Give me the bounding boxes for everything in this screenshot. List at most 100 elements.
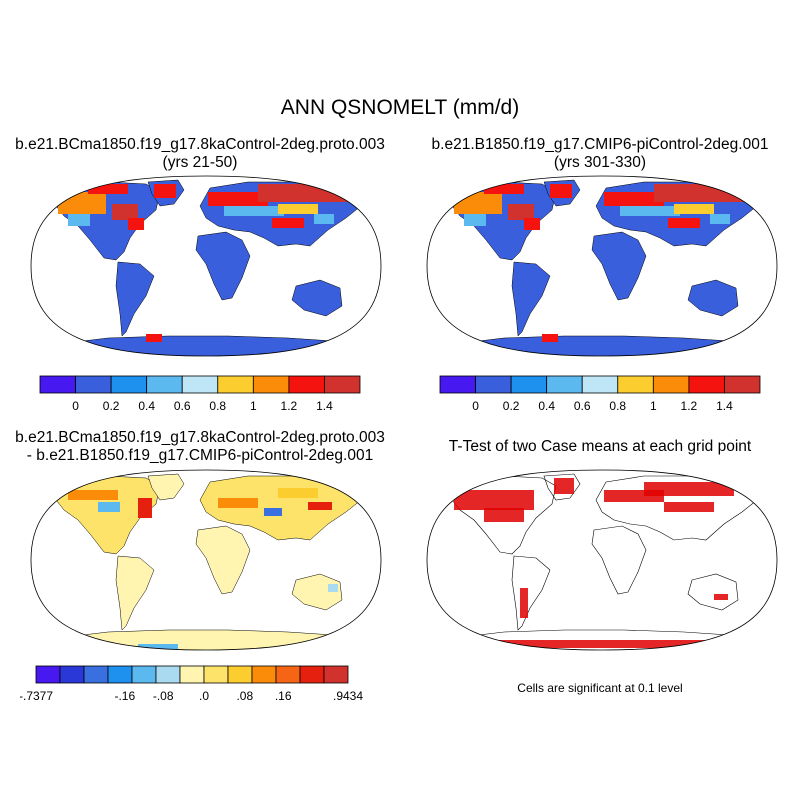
snowmelt-patch bbox=[208, 192, 268, 206]
panel-2-title: b.e21.B1850.f19_g17.CMIP6-piControl-2deg… bbox=[400, 136, 800, 172]
colorbar-tick-label: 0.6 bbox=[174, 399, 191, 413]
map-border bbox=[30, 469, 382, 651]
map-border bbox=[426, 175, 778, 357]
colorbar-case1: 0 0.2 0.4 0.6 0.8 1 1.2 1.4 bbox=[39, 375, 361, 413]
colorbar-swatch bbox=[251, 665, 277, 684]
land-australia bbox=[291, 573, 343, 611]
panel-1-title-line-1: b.e21.BCma1850.f19_g17.8kaControl-2deg.p… bbox=[15, 136, 385, 153]
colorbar-tick-label: 0.6 bbox=[574, 399, 591, 413]
colorbar-swatch bbox=[439, 375, 476, 394]
panel-2-title-line-1: b.e21.B1850.f19_g17.CMIP6-piControl-2deg… bbox=[431, 136, 769, 153]
snowmelt-patch bbox=[154, 184, 176, 198]
difference-patch bbox=[308, 502, 332, 510]
colorbar-tick-label: 0.4 bbox=[138, 399, 155, 413]
colorbar-swatch bbox=[299, 665, 325, 684]
colorbar-swatch bbox=[83, 665, 109, 684]
panel-3-title-line-2: - b.e21.B1850.f19_g17.CMIP6-piControl-2d… bbox=[26, 447, 374, 464]
coastline-australia bbox=[687, 573, 739, 611]
snowmelt-patch bbox=[88, 184, 128, 194]
colorbar-swatch bbox=[724, 375, 761, 394]
colorbar-swatch bbox=[475, 375, 512, 394]
map-difference bbox=[30, 469, 382, 651]
map-ttest bbox=[426, 469, 778, 651]
colorbar-tick-label: 0.8 bbox=[609, 399, 626, 413]
difference-patch bbox=[68, 490, 118, 500]
colorbar-tick-label: 0.4 bbox=[538, 399, 555, 413]
snowmelt-patch bbox=[58, 192, 106, 214]
panel-4-title: T-Test of two Case means at each grid po… bbox=[400, 438, 800, 456]
colorbar-swatch bbox=[288, 375, 325, 394]
snowmelt-patch bbox=[314, 214, 334, 224]
map-case2 bbox=[426, 175, 778, 357]
snowmelt-patch bbox=[550, 184, 572, 198]
colorbar-tick-label: .0 bbox=[199, 689, 209, 703]
colorbar-swatch bbox=[131, 665, 157, 684]
significant-cells bbox=[664, 502, 714, 512]
snowmelt-patch bbox=[710, 214, 730, 224]
significant-cells bbox=[644, 482, 734, 496]
colorbar-tick-label: .16 bbox=[275, 689, 292, 703]
land-southAmerica bbox=[511, 261, 551, 337]
colorbar-swatch bbox=[546, 375, 583, 394]
colorbar-swatch bbox=[35, 665, 61, 684]
colorbar-swatch bbox=[110, 375, 148, 394]
colorbar-tick-label: 0 bbox=[72, 399, 79, 413]
significant-cells bbox=[554, 478, 574, 494]
land-africa bbox=[195, 525, 251, 595]
colorbar-swatch bbox=[107, 665, 133, 684]
snowmelt-patch bbox=[128, 218, 144, 230]
panel-1-title-line-2: (yrs 21-50) bbox=[162, 154, 238, 171]
map-case1 bbox=[30, 175, 382, 357]
figure-title: ANN QSNOMELT (mm/d) bbox=[280, 96, 520, 119]
map-border bbox=[426, 469, 778, 651]
colorbar-tick-label: 1.4 bbox=[716, 399, 733, 413]
colorbar-swatch bbox=[510, 375, 548, 394]
coastline-eurasia bbox=[595, 475, 763, 541]
snowmelt-patch bbox=[484, 184, 524, 194]
colorbar-tick-label: -.08 bbox=[153, 689, 174, 703]
colorbar-swatch bbox=[59, 665, 85, 684]
snowmelt-patch bbox=[508, 204, 534, 220]
colorbar-tick-label: 0.2 bbox=[503, 399, 520, 413]
land-australia bbox=[291, 279, 343, 317]
colorbar-tick-label: 0 bbox=[472, 399, 479, 413]
panel-3-title-line-1: b.e21.BCma1850.f19_g17.8kaControl-2deg.p… bbox=[15, 429, 385, 446]
panel-3-title: b.e21.BCma1850.f19_g17.8kaControl-2deg.p… bbox=[0, 429, 400, 465]
colorbar-tick-label: 0.2 bbox=[103, 399, 120, 413]
colorbar-swatch bbox=[39, 375, 76, 394]
colorbar-tick-label: 1 bbox=[250, 399, 257, 413]
land-africa bbox=[195, 231, 251, 301]
colorbar-swatch bbox=[227, 665, 253, 684]
snowmelt-patch bbox=[542, 334, 558, 342]
difference-patch bbox=[138, 644, 178, 650]
colorbar-tick-label: -.16 bbox=[114, 689, 135, 703]
colorbar-tick-label: 1.4 bbox=[316, 399, 333, 413]
snowmelt-patch bbox=[668, 218, 700, 228]
snowmelt-patch bbox=[112, 204, 138, 220]
colorbar-swatch bbox=[179, 665, 205, 684]
snowmelt-patch bbox=[68, 214, 90, 226]
snowmelt-patch bbox=[620, 206, 680, 216]
snowmelt-patch bbox=[146, 334, 162, 342]
colorbar-swatch bbox=[324, 375, 361, 394]
panel-1-title: b.e21.BCma1850.f19_g17.8kaControl-2deg.p… bbox=[0, 136, 400, 172]
colorbar-swatch bbox=[155, 665, 181, 684]
significance-note: Cells are significant at 0.1 level bbox=[517, 681, 683, 695]
colorbar-swatch bbox=[203, 665, 229, 684]
difference-patch bbox=[138, 498, 152, 518]
colorbar-swatch bbox=[252, 375, 290, 394]
land-eurasia bbox=[199, 475, 367, 541]
snowmelt-patch bbox=[604, 192, 664, 206]
colorbar-difference: -.7377 -.16 -.08 .0 .08 .16 .9434 bbox=[20, 665, 363, 703]
snowmelt-patch bbox=[278, 204, 318, 214]
snowmelt-patch bbox=[224, 206, 284, 216]
significant-cells bbox=[484, 508, 524, 522]
difference-patch bbox=[264, 508, 282, 516]
colorbar-swatch bbox=[652, 375, 690, 394]
significant-cells bbox=[714, 594, 728, 600]
land-africa bbox=[591, 231, 647, 301]
snowmelt-patch bbox=[272, 218, 304, 228]
colorbar-case2: 0 0.2 0.4 0.6 0.8 1 1.2 1.4 bbox=[439, 375, 761, 413]
colorbar-swatch bbox=[217, 375, 254, 394]
difference-patch bbox=[218, 498, 258, 508]
